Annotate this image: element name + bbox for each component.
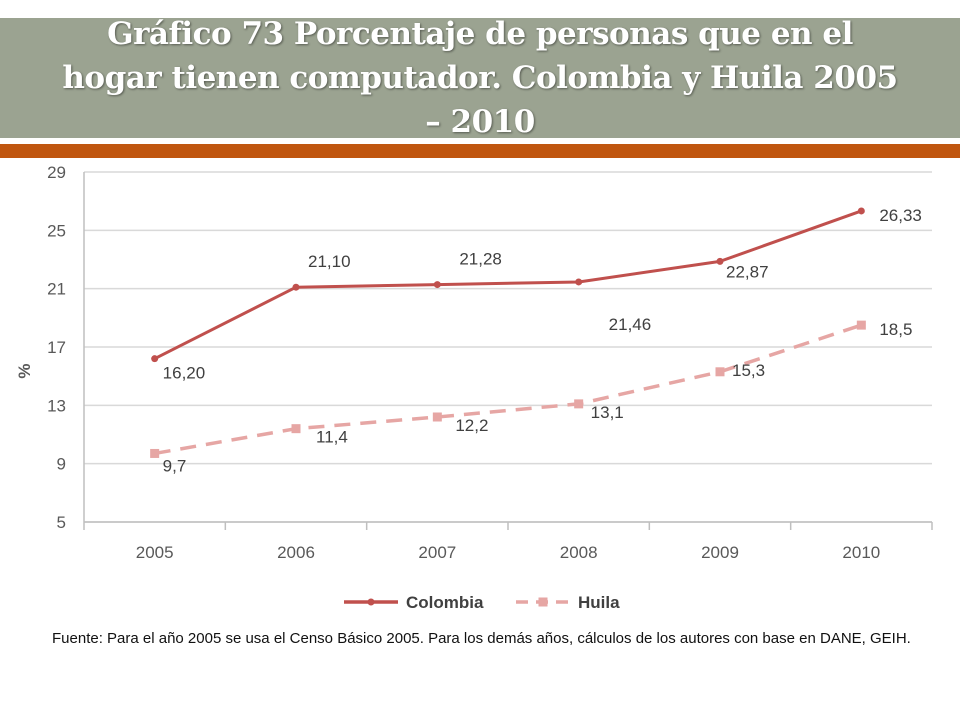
- y-tick-label: 13: [47, 396, 66, 415]
- y-tick-label: 21: [47, 280, 66, 299]
- data-label: 9,7: [163, 456, 187, 475]
- data-point: [715, 367, 725, 377]
- data-label: 13,1: [591, 403, 624, 422]
- data-labels: 16,20 21,10 21,28 21,46 22,87 26,33 9,7 11,4 12,…: [163, 206, 922, 476]
- data-point: [432, 412, 442, 422]
- x-tick-label: 2008: [560, 543, 598, 562]
- data-point: [292, 283, 300, 291]
- data-point: [151, 355, 159, 363]
- legend: Colombia Huila: [344, 593, 620, 612]
- x-tick-label: 2005: [136, 543, 174, 562]
- data-label: 18,5: [879, 320, 912, 339]
- data-label: 26,33: [879, 206, 922, 225]
- line-chart: 29 25 21 17 13 9 5 2005 2006 2007 2008 2009 2010% 16…: [15, 163, 933, 612]
- x-tick-label: 2006: [277, 543, 315, 562]
- data-point: [716, 257, 724, 265]
- data-label: 12,2: [455, 416, 488, 435]
- data-point: [856, 320, 866, 330]
- series-line-huila: [154, 323, 862, 456]
- data-label: 16,20: [163, 364, 206, 383]
- accent-bar: [0, 144, 960, 158]
- data-label: 21,10: [308, 252, 351, 271]
- data-point: [291, 424, 301, 434]
- legend-marker: [367, 598, 375, 606]
- axes: 29 25 21 17 13 9 5 2005 2006 2007 2008 2009 2010%: [15, 163, 933, 562]
- data-label: 21,28: [459, 250, 502, 269]
- x-tick-label: 2009: [701, 543, 739, 562]
- y-axis-label: %: [15, 363, 34, 378]
- data-label: 21,46: [609, 315, 652, 334]
- x-tick-label: 2007: [418, 543, 456, 562]
- series-line-colombia: [153, 209, 862, 361]
- data-point: [575, 278, 583, 286]
- y-tick-label: 5: [57, 513, 66, 532]
- data-point: [150, 448, 160, 458]
- y-tick-label: 17: [47, 338, 66, 357]
- data-label: 15,3: [732, 361, 765, 380]
- legend-label-colombia: Colombia: [406, 593, 484, 612]
- legend-marker: [538, 597, 548, 607]
- y-tick-label: 9: [57, 455, 66, 474]
- data-point: [574, 399, 584, 409]
- y-tick-label: 25: [47, 221, 66, 240]
- data-label: 22,87: [726, 262, 769, 281]
- y-tick-label: 29: [47, 163, 66, 182]
- chart-title: Gráfico 73 Porcentaje de personas que en…: [62, 16, 898, 140]
- legend-label-huila: Huila: [578, 593, 620, 612]
- data-point: [857, 207, 865, 215]
- gridlines: [84, 171, 932, 523]
- x-tick-label: 2010: [842, 543, 880, 562]
- data-point: [433, 281, 441, 289]
- source-note: Fuente: Para el año 2005 se usa el Censo…: [52, 630, 911, 647]
- series: [150, 207, 866, 458]
- title-banner: Gráfico 73 Porcentaje de personas que en…: [0, 16, 960, 140]
- data-label: 11,4: [316, 428, 348, 447]
